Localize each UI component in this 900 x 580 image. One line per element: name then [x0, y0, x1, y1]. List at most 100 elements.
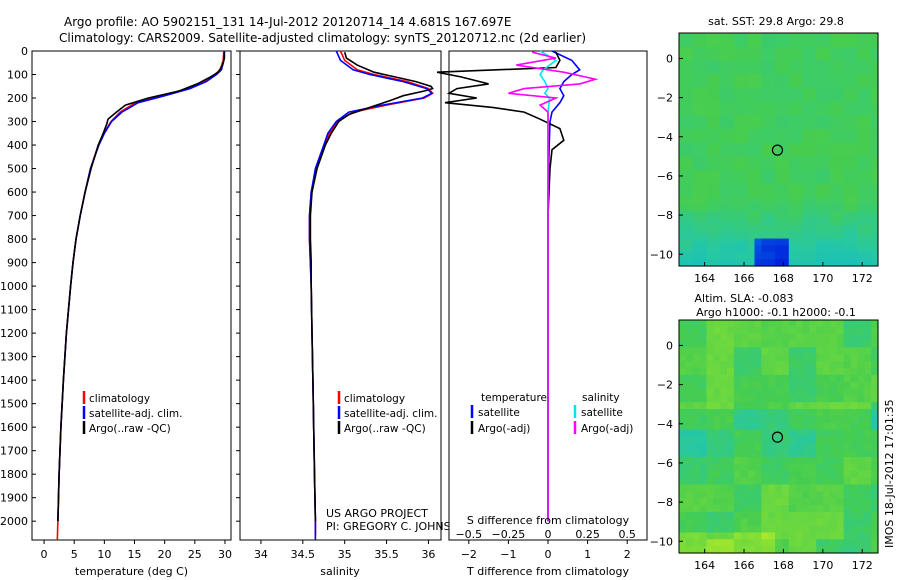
map-cell	[747, 333, 756, 342]
map-cell	[864, 245, 872, 253]
map-cell	[747, 197, 756, 205]
map-cell	[747, 224, 756, 233]
map-cell	[754, 429, 762, 438]
map-cell	[685, 218, 694, 226]
map-cell	[857, 238, 865, 247]
map-cell	[850, 101, 859, 109]
map-cell	[685, 388, 694, 396]
map-cell	[871, 101, 879, 109]
sla-map-subtitle: Argo h1000: -0.1 h2000: -0.1	[696, 306, 856, 319]
map-cell	[829, 94, 838, 103]
map-cell	[761, 204, 769, 212]
map-cell	[795, 53, 804, 62]
map-cell	[829, 326, 838, 335]
map-cell	[768, 470, 776, 479]
map-cell	[836, 33, 845, 41]
map-cell	[727, 231, 735, 240]
map-cell	[685, 204, 694, 212]
map-cell	[823, 170, 831, 178]
map-cell	[857, 347, 865, 355]
map-cell	[713, 518, 721, 527]
map-cell	[843, 450, 852, 458]
map-cell	[747, 80, 756, 89]
map-cell	[768, 320, 776, 328]
map-cell	[809, 115, 817, 123]
difference-t-tick-label: −2	[461, 548, 477, 561]
map-cell	[761, 60, 769, 68]
map-cell	[720, 546, 728, 554]
map-cell	[747, 46, 756, 55]
depth-tick-label: 800	[7, 233, 28, 246]
map-cell	[754, 361, 762, 369]
map-cell	[781, 429, 790, 438]
map-cell	[692, 259, 701, 267]
map-cell	[809, 450, 817, 458]
map-cell	[775, 409, 783, 417]
map-cell	[747, 259, 756, 267]
map-cell	[850, 252, 859, 260]
map-cell	[706, 60, 714, 68]
map-cell	[699, 74, 708, 82]
map-cell	[802, 457, 810, 465]
map-cell	[788, 94, 797, 103]
map-cell	[768, 333, 776, 342]
map-cell	[788, 33, 797, 41]
map-cell	[685, 135, 694, 144]
map-cell	[727, 498, 735, 506]
map-cell	[836, 46, 845, 55]
map-cell	[823, 238, 831, 247]
map-cell	[816, 108, 824, 116]
map-cell	[679, 546, 687, 554]
map-cell	[706, 409, 714, 417]
map-cell	[692, 532, 701, 540]
map-cell	[795, 450, 804, 458]
map-cell	[685, 245, 694, 253]
map-cell	[850, 415, 859, 424]
map-cell	[706, 422, 714, 431]
map-cell	[823, 333, 831, 342]
map-cell	[740, 409, 749, 417]
map-cell	[809, 39, 817, 48]
map-cell	[802, 354, 810, 362]
map-cell	[754, 326, 762, 335]
map-cell	[679, 122, 687, 130]
map-cell	[720, 388, 728, 396]
map-cell	[850, 525, 859, 534]
map-cell	[843, 354, 852, 362]
map-cell	[829, 381, 838, 390]
map-cell	[727, 94, 735, 103]
map-cell	[679, 415, 687, 424]
map-cell	[727, 477, 735, 486]
map-cell	[795, 546, 804, 554]
map-cell	[802, 156, 810, 164]
map-cell	[823, 190, 831, 199]
map-cell	[699, 381, 708, 390]
map-cell	[781, 340, 790, 349]
map-cell	[857, 67, 865, 75]
map-cell	[829, 122, 838, 130]
map-cell	[836, 443, 845, 451]
map-cell	[836, 491, 845, 499]
map-cell	[843, 374, 852, 383]
map-cell	[768, 142, 776, 151]
map-cell	[733, 525, 742, 534]
map-cell	[843, 231, 852, 240]
map-cell	[720, 252, 728, 260]
salinity-panel: 34 34.5 35 35.5 36 salinity climatology sate…	[239, 50, 467, 578]
map-cell	[871, 429, 879, 438]
map-cell	[864, 224, 872, 233]
map-cell	[850, 532, 859, 540]
map-cell	[802, 422, 810, 431]
map-cell	[829, 511, 838, 520]
map-cell	[850, 156, 859, 164]
map-cell	[802, 67, 810, 75]
map-cell	[816, 381, 824, 390]
map-cell	[857, 443, 865, 451]
map-cell	[850, 238, 859, 247]
map-cell	[692, 245, 701, 253]
map-cell	[809, 388, 817, 396]
map-cell	[679, 245, 687, 253]
difference-s-tick-label: 0.25	[575, 528, 600, 541]
map-cell	[864, 101, 872, 109]
map-cell	[720, 39, 728, 48]
